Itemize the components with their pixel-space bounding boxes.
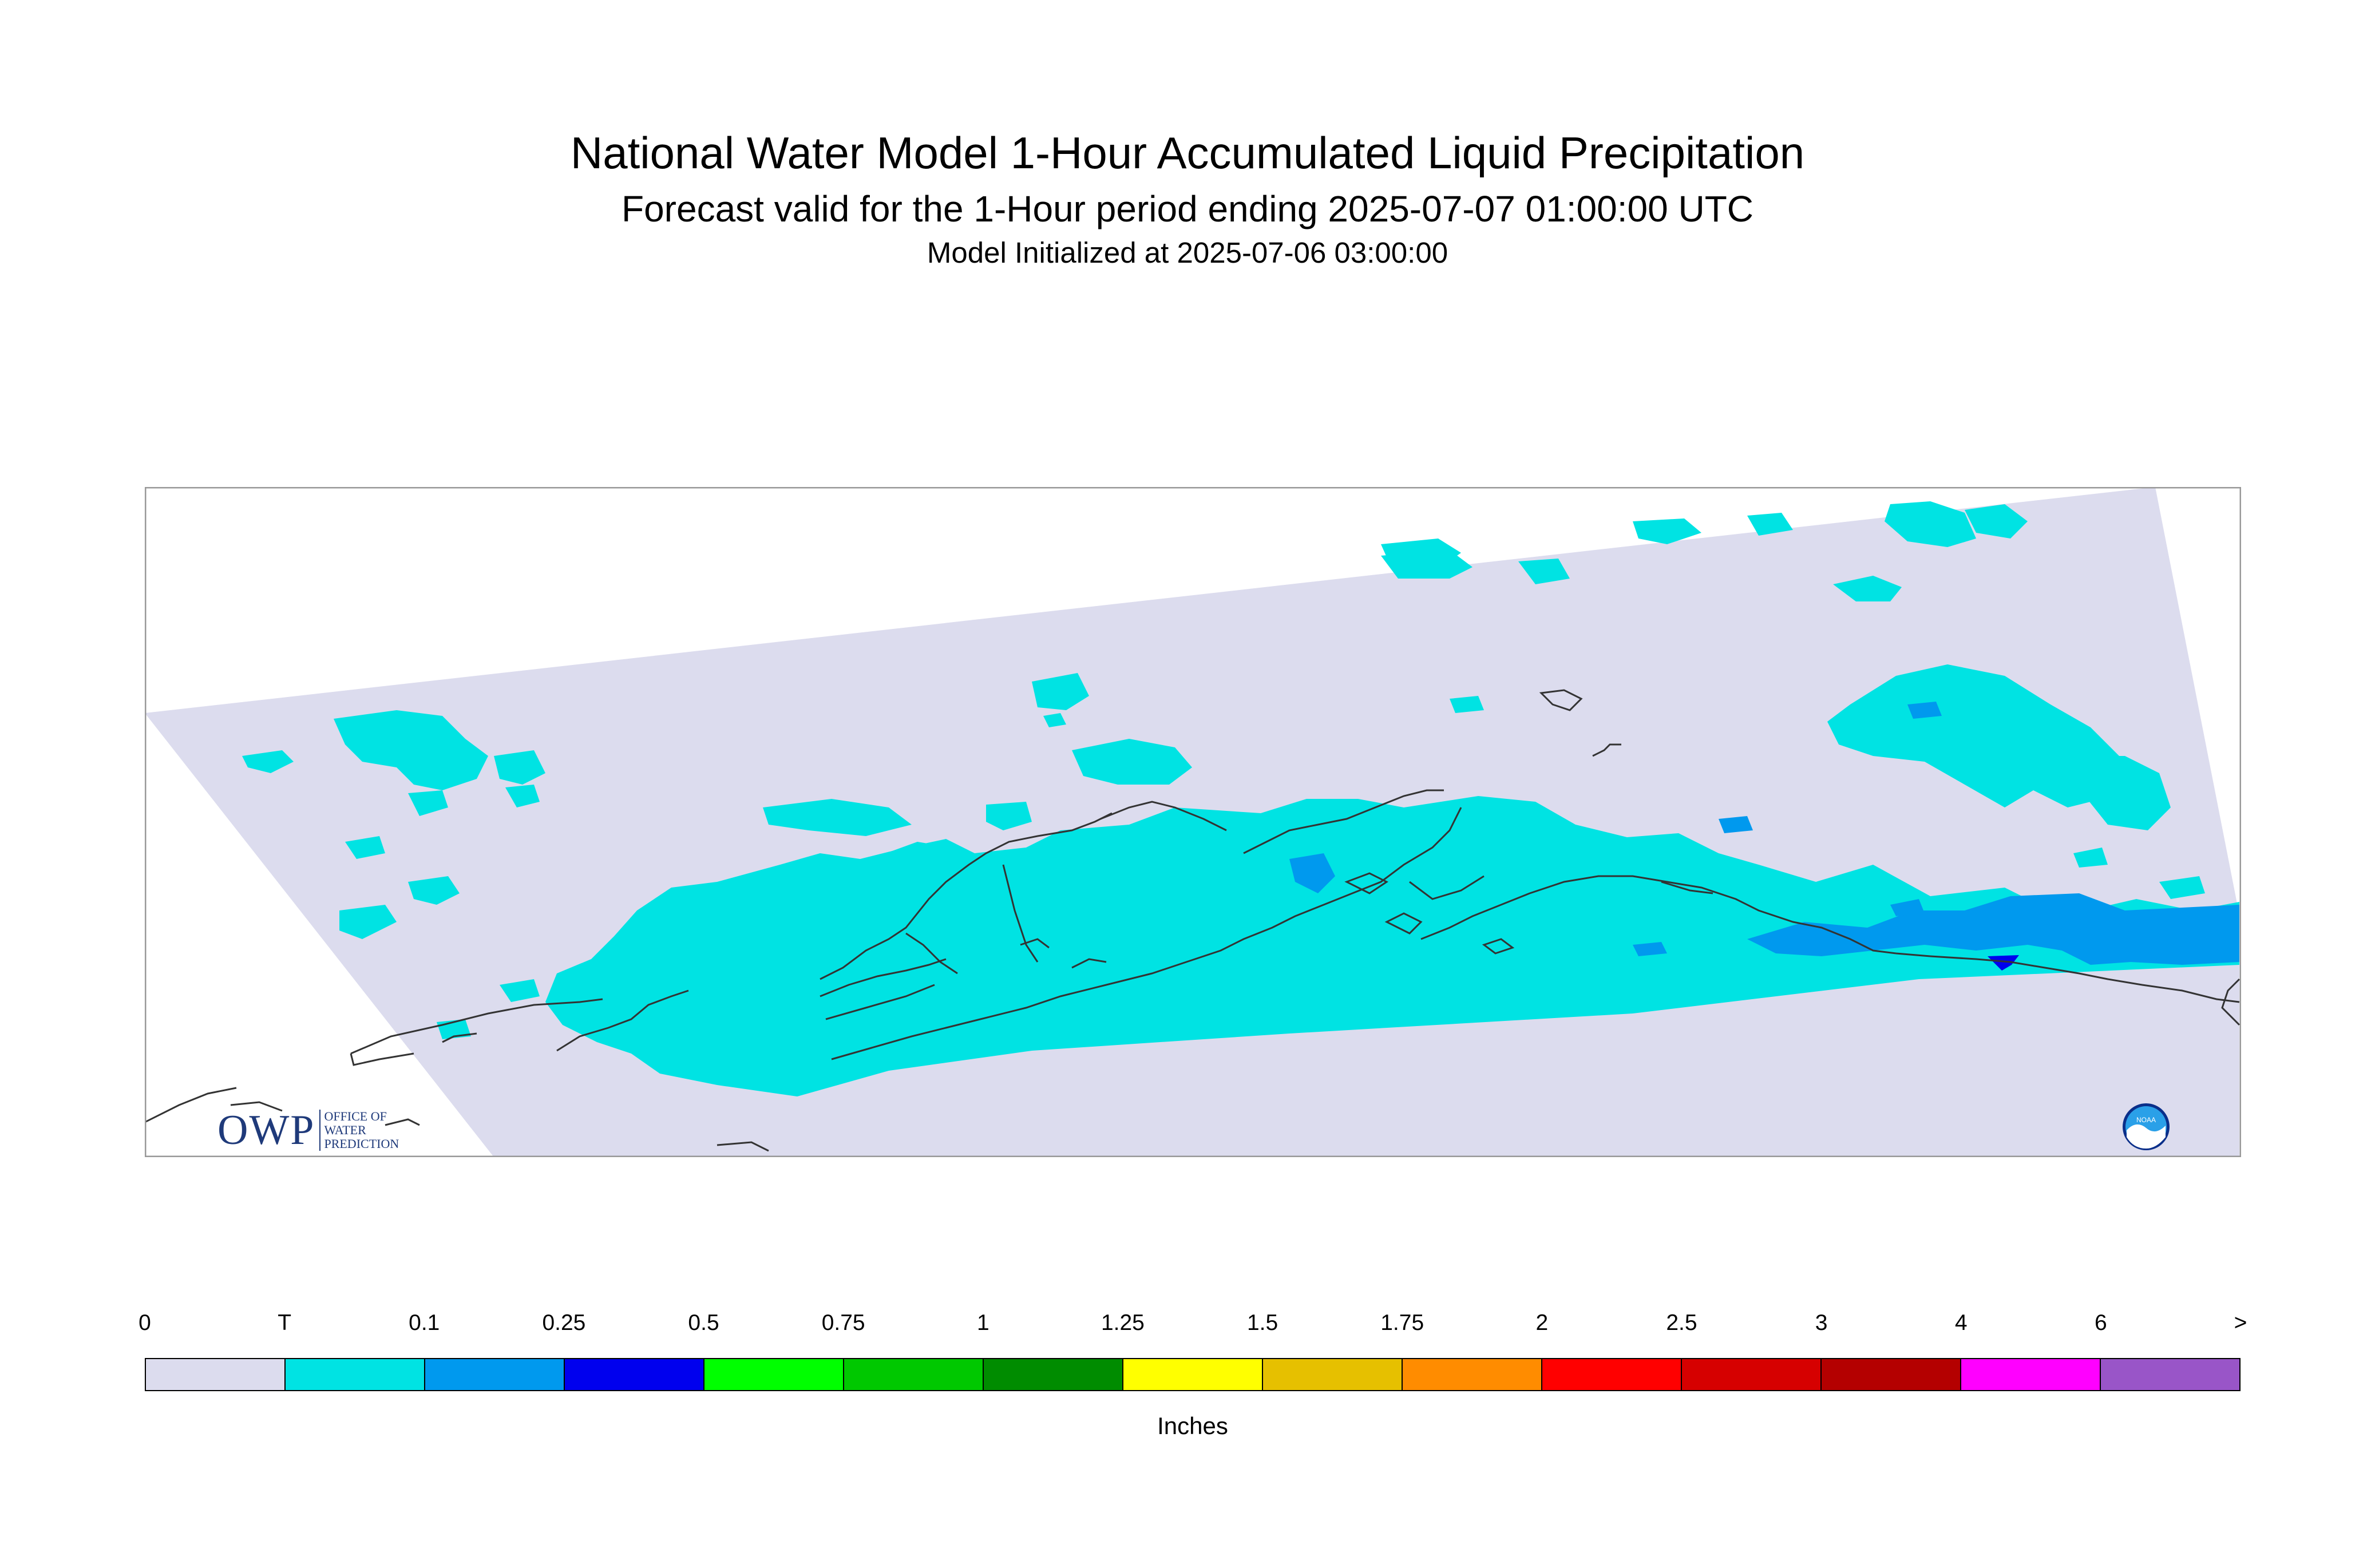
colorbar-swatch bbox=[286, 1359, 425, 1390]
colorbar-swatch bbox=[1542, 1359, 1682, 1390]
colorbar-swatch bbox=[1123, 1359, 1263, 1390]
colorbar-swatch bbox=[1263, 1359, 1403, 1390]
colorbar-swatch bbox=[1961, 1359, 2101, 1390]
colorbar-tick-label: 2 bbox=[1535, 1310, 1549, 1335]
precipitation-map bbox=[145, 487, 2241, 1157]
colorbar-swatch bbox=[425, 1359, 565, 1390]
colorbar-swatch bbox=[704, 1359, 844, 1390]
colorbar-swatch bbox=[565, 1359, 704, 1390]
colorbar-swatch bbox=[984, 1359, 1123, 1390]
colorbar-tick-label: 6 bbox=[2095, 1310, 2107, 1335]
colorbar-tick-label: 3 bbox=[1815, 1310, 1828, 1335]
owp-logo-text: OWP bbox=[217, 1107, 315, 1154]
light-precip-areas bbox=[1289, 702, 2239, 965]
colorbar-tick-label: 0.5 bbox=[688, 1310, 719, 1335]
colorbar-tick-label: 1.25 bbox=[1101, 1310, 1145, 1335]
map-panel bbox=[145, 487, 2241, 1157]
colorbar-tick-label: 2.5 bbox=[1666, 1310, 1697, 1335]
colorbar-tick-label: > bbox=[2234, 1310, 2247, 1335]
colorbar-swatch bbox=[1403, 1359, 1542, 1390]
chart-subtitle: Forecast valid for the 1-Hour period end… bbox=[621, 188, 1754, 229]
colorbar-tick-label: 0.1 bbox=[409, 1310, 440, 1335]
owp-sub-line-1: OFFICE OF bbox=[324, 1109, 387, 1123]
colorbar-tick-label: 1.75 bbox=[1380, 1310, 1424, 1335]
colorbar bbox=[145, 1358, 2241, 1391]
colorbar-swatch bbox=[2101, 1359, 2239, 1390]
model-init-text: Model Initialized at 2025-07-06 03:00:00 bbox=[927, 236, 1448, 269]
colorbar-legend: 0 T 0.1 0.25 0.5 0.75 1 1.25 1.5 1.75 2 2.5 3 4 6 > Inc… bbox=[138, 1310, 2247, 1459]
noaa-logo-icon: NOAA bbox=[2123, 1103, 2170, 1150]
owp-sub-line-2: WATER bbox=[324, 1123, 366, 1137]
colorbar-tick-label: 1.5 bbox=[1246, 1310, 1278, 1335]
map-border bbox=[145, 487, 2241, 1157]
noaa-logo-text: NOAA bbox=[2136, 1116, 2156, 1124]
owp-logo-subtext: OFFICE OF WATER PREDICTION bbox=[319, 1110, 399, 1151]
coastlines bbox=[145, 689, 2241, 1152]
owp-logo: OWP OFFICE OF WATER PREDICTION bbox=[217, 1109, 399, 1151]
colorbar-tick-label: 4 bbox=[1954, 1310, 1968, 1335]
colorbar-swatch bbox=[844, 1359, 984, 1390]
colorbar-swatch bbox=[1682, 1359, 1822, 1390]
colorbar-tick-label: 0.75 bbox=[821, 1310, 865, 1335]
colorbar-tick-label: T bbox=[278, 1310, 292, 1335]
colorbar-tick-label: 0 bbox=[138, 1310, 151, 1335]
moderate-precip-area bbox=[1988, 955, 2019, 971]
colorbar-swatch bbox=[1822, 1359, 1961, 1390]
chart-title: National Water Model 1-Hour Accumulated … bbox=[570, 128, 1805, 178]
colorbar-swatch bbox=[146, 1359, 286, 1390]
colorbar-tick-label: 0.25 bbox=[542, 1310, 586, 1335]
owp-sub-line-3: PREDICTION bbox=[324, 1137, 399, 1151]
colorbar-units: Inches bbox=[1157, 1412, 1228, 1439]
colorbar-tick-label: 1 bbox=[976, 1310, 989, 1335]
